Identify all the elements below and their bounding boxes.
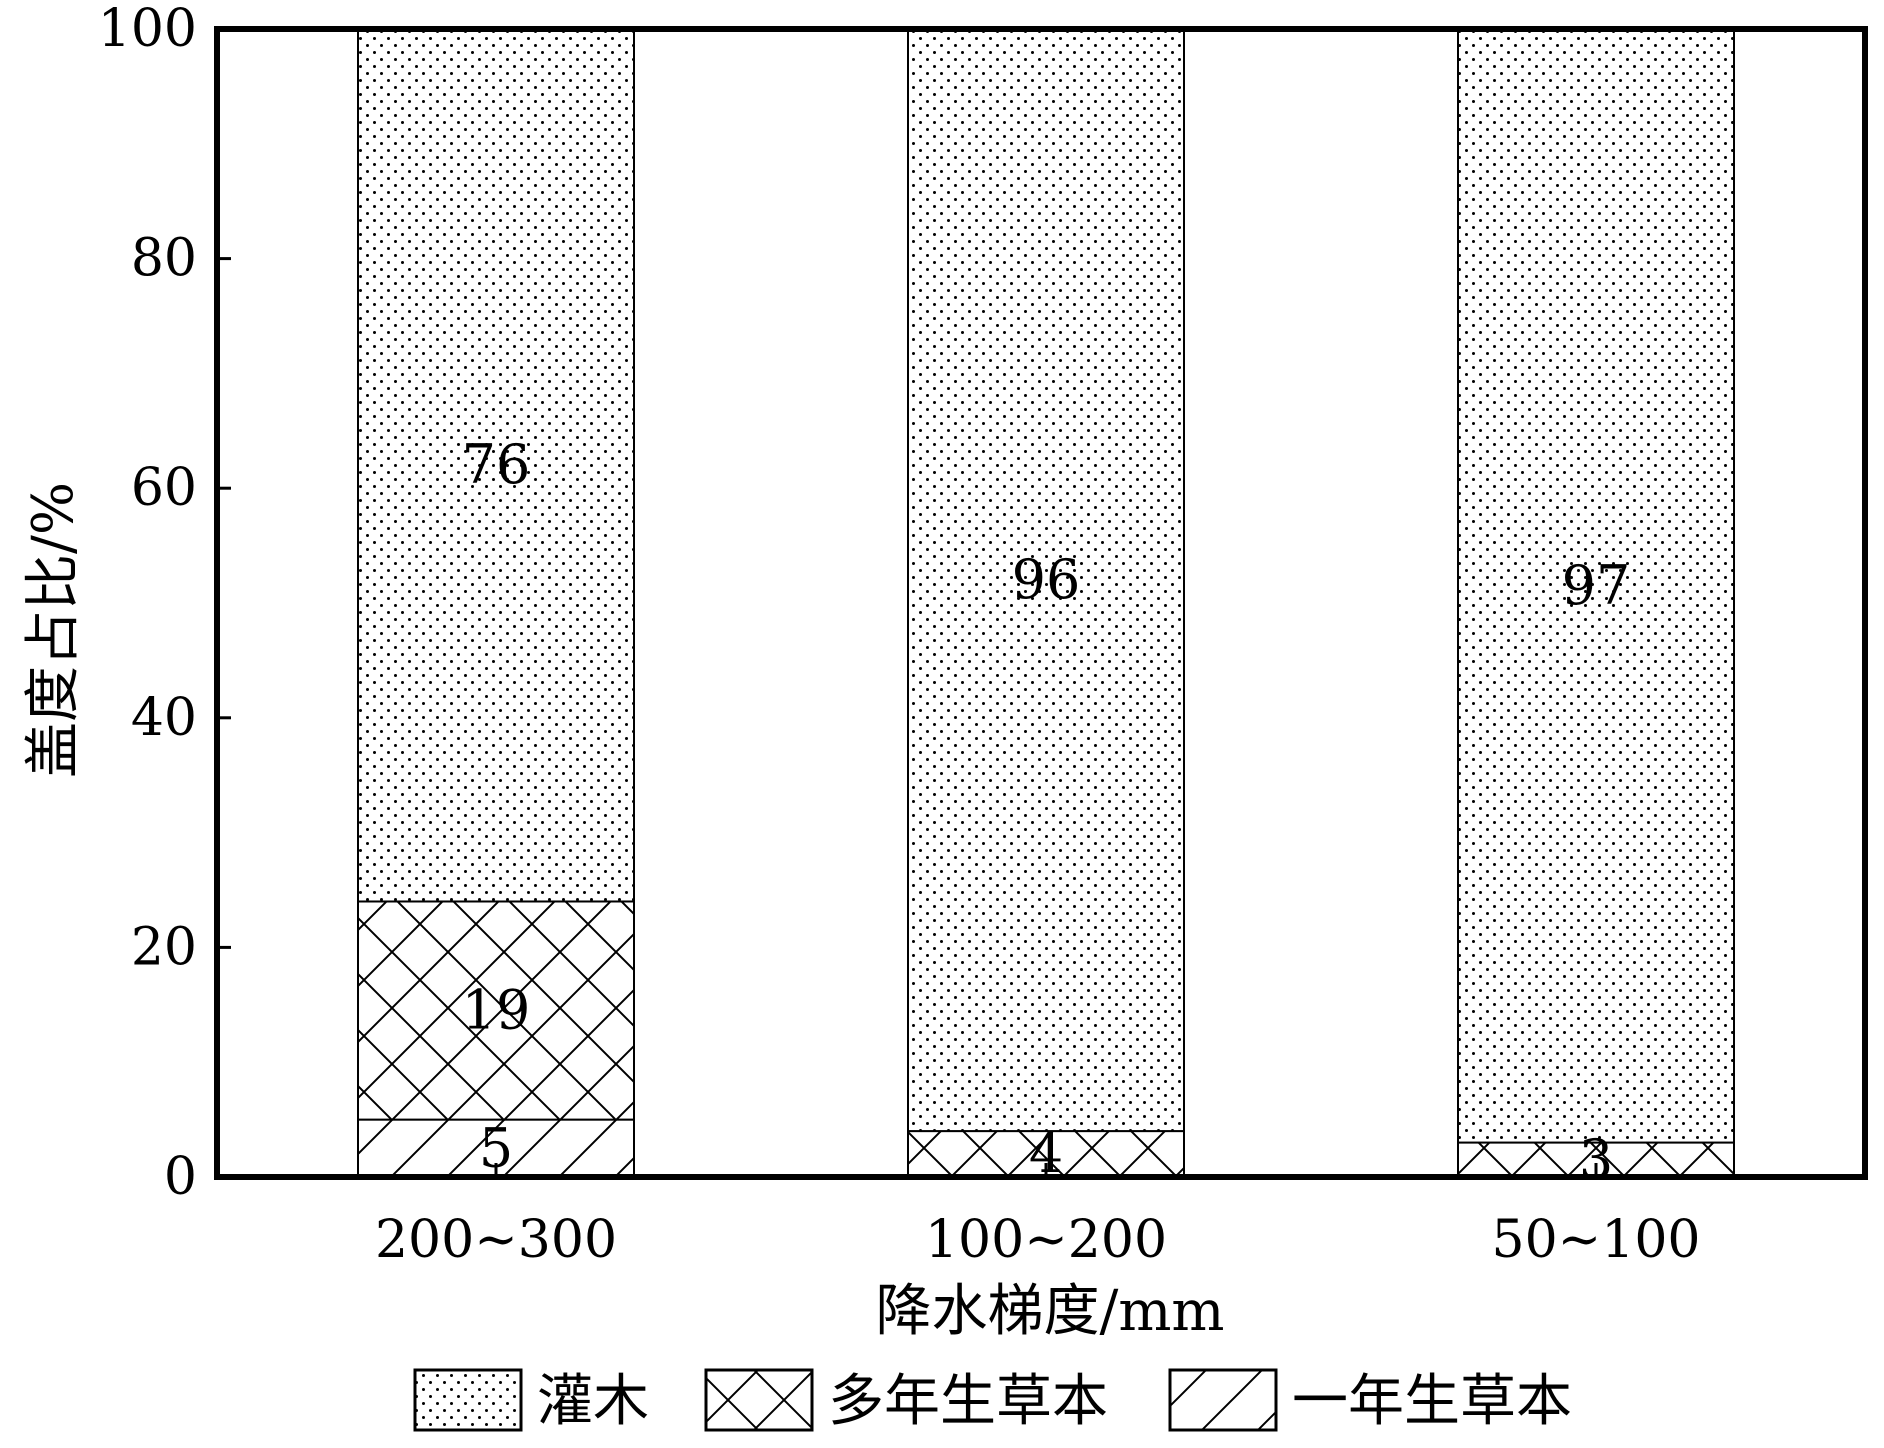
x-tick-label: 50~100 [1492, 1210, 1701, 1270]
legend-label: 多年生草本 [828, 1369, 1108, 1434]
x-axis: 200~300 100~200 50~100 [375, 1163, 1701, 1270]
y-tick-label: 20 [131, 917, 197, 977]
plot-frame [214, 26, 1868, 1180]
bar-segment [1457, 28, 1735, 1144]
legend-label: 一年生草本 [1292, 1369, 1572, 1434]
y-tick-label: 100 [98, 0, 197, 59]
bar-segment [357, 900, 635, 1121]
data-label: 96 [1012, 548, 1081, 611]
legend-label: 灌木 [537, 1369, 649, 1434]
x-tick-label: 100~200 [925, 1210, 1167, 1270]
bar-segment [907, 28, 1185, 1133]
legend-swatch [413, 1368, 523, 1432]
y-axis-title: 盖度占比/% [21, 482, 86, 778]
data-label: 3 [1579, 1128, 1613, 1191]
data-label: 97 [1562, 554, 1631, 617]
x-tick-label: 200~300 [375, 1210, 617, 1270]
y-tick-label: 40 [131, 688, 197, 748]
bars-layer [357, 28, 1735, 1179]
x-axis-title: 降水梯度/mm [875, 1279, 1224, 1344]
legend-swatch [704, 1368, 814, 1432]
legend: 灌木 多年生草本 一年生草本 [413, 1368, 1572, 1434]
y-tick-label: 60 [131, 458, 197, 518]
y-tick-label: 0 [164, 1147, 197, 1207]
legend-swatch [1168, 1368, 1278, 1432]
y-axis: 0 20 40 60 80 100 [98, 0, 231, 1207]
y-tick-label: 80 [131, 229, 197, 289]
data-label: 76 [462, 433, 531, 496]
data-label: 19 [462, 979, 531, 1042]
